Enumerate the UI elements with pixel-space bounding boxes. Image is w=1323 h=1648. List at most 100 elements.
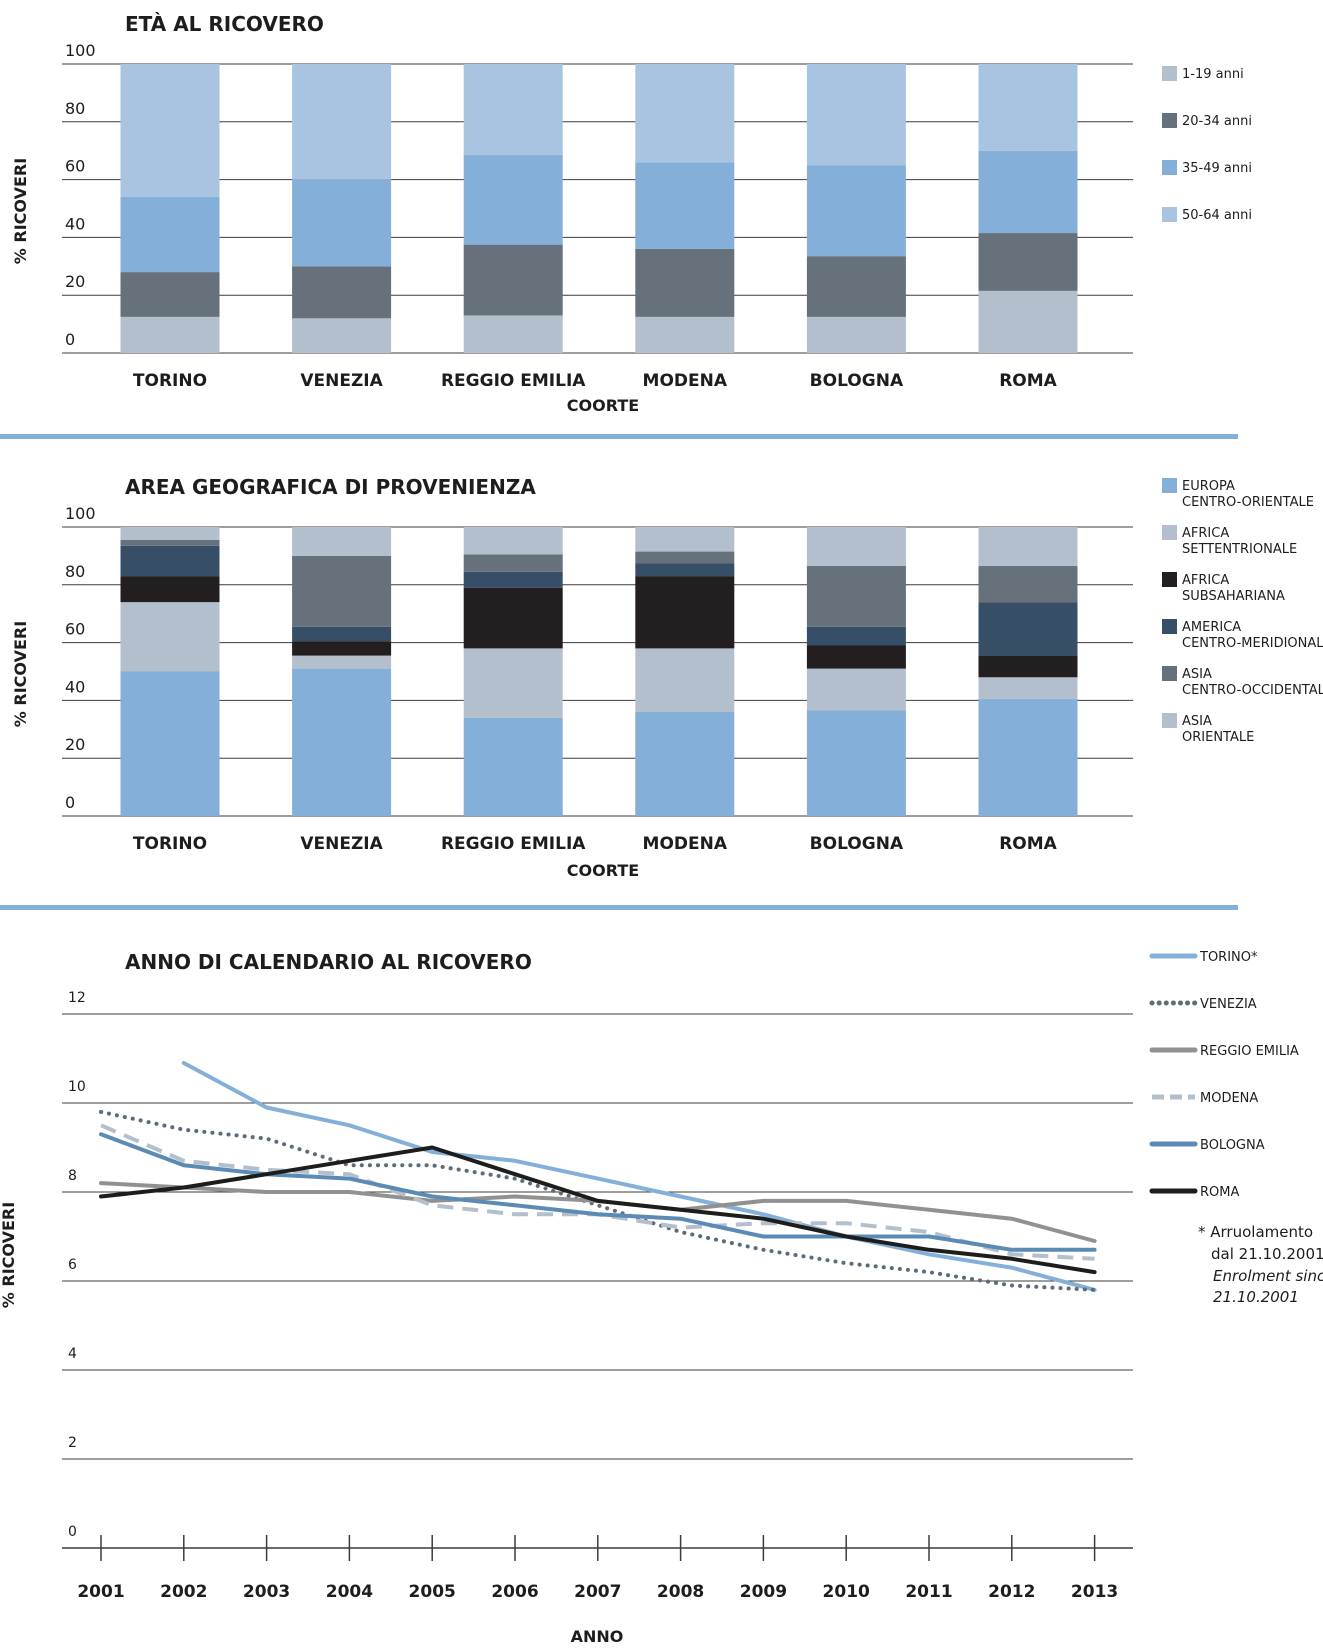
bar-segment [292, 555, 392, 627]
y-tick-label: 10 [68, 1079, 86, 1095]
age-chart-grid [62, 63, 1133, 354]
category-label: TORINO [133, 834, 207, 854]
y-tick-label: 2 [68, 1435, 77, 1451]
x-tick-label: 2013 [1071, 1582, 1118, 1602]
legend-label: CENTRO-OCCIDENTALE [1182, 683, 1323, 698]
y-tick-label: 6 [68, 1257, 77, 1273]
bar-segment [120, 527, 220, 541]
age-chart-bars [120, 64, 1078, 353]
year-chart-legend: TORINO* VENEZIA REGGIO EMILIA MODENA BOLOGNA… [1149, 950, 1299, 1200]
bar-segment [120, 64, 220, 197]
bar-segment [463, 648, 563, 718]
category-label: VENEZIA [300, 371, 383, 391]
bar-segment [120, 196, 220, 273]
bar-segment [292, 179, 392, 267]
x-tick-label: 2001 [77, 1582, 124, 1602]
y-tick-label: 100 [65, 41, 96, 60]
bar-segment [806, 626, 906, 646]
x-tick-label: 2010 [823, 1582, 870, 1602]
bar-segment [635, 563, 735, 577]
bar-segment [806, 566, 906, 627]
y-tick-label: 80 [65, 99, 85, 118]
x-tick-label: 2012 [988, 1582, 1035, 1602]
bar-segment [292, 64, 392, 180]
legend-swatch [1162, 525, 1177, 540]
legend-label: ROMA [1200, 1185, 1239, 1200]
bar-segment [292, 655, 392, 669]
x-tick-label: 2006 [491, 1582, 538, 1602]
series-line [99, 1145, 1097, 1275]
area-chart: AREA GEOGRAFICA DI PROVENIENZA % RICOVER… [11, 475, 1323, 880]
bar-segment [463, 571, 563, 588]
legend-swatch [1162, 666, 1177, 681]
age-chart-yticks: 0 20 40 60 80 100 [65, 41, 96, 349]
bar-segment [978, 655, 1078, 678]
legend-swatch [1162, 619, 1177, 634]
series-line [99, 1109, 1097, 1292]
x-tick-label: 2005 [409, 1582, 456, 1602]
bar-segment [806, 710, 906, 816]
y-tick-label: 100 [65, 504, 96, 523]
bar-segment [978, 527, 1078, 567]
legend-label: ASIA [1182, 714, 1212, 729]
bar-segment [120, 545, 220, 577]
age-chart-legend: 1-19 anni 20-34 anni 35-49 anni 50-64 anni [1162, 66, 1252, 223]
legend-swatch [1162, 478, 1177, 493]
y-tick-label: 40 [65, 677, 85, 696]
bar-segment [635, 551, 735, 564]
y-tick-label: 80 [65, 562, 85, 581]
age-chart-xlabel: COORTE [567, 396, 639, 415]
bar-segment [292, 527, 392, 556]
section-divider-2 [0, 905, 1238, 910]
area-chart-legend: EUROPACENTRO-ORIENTALEAFRICASETTENTRIONA… [1162, 478, 1323, 745]
series-line [181, 1061, 1097, 1292]
legend-label: SUBSAHARIANA [1182, 589, 1285, 604]
y-tick-label: 20 [65, 272, 85, 291]
year-chart-xaxis: 2001 2002 2003 2004 2005 2006 2007 2008 2009 2010… [62, 1535, 1133, 1602]
bar-segment [463, 64, 563, 156]
bar-segment [292, 668, 392, 816]
legend-swatch [1162, 113, 1177, 128]
bar-segment [463, 155, 563, 245]
bar-segment [806, 645, 906, 669]
year-chart-title: ANNO DI CALENDARIO AL RICOVERO [125, 950, 532, 974]
category-label: BOLOGNA [810, 834, 904, 854]
legend-label: EUROPA [1182, 479, 1235, 494]
bar-segment [978, 602, 1078, 656]
legend-label: MODENA [1200, 1091, 1258, 1106]
age-chart-ylabel: % RICOVERI [11, 158, 30, 264]
y-tick-label: 8 [68, 1168, 77, 1184]
bar-segment [120, 540, 220, 546]
age-chart: ETÀ AL RICOVERO % RICOVERI COORTE 0 20 40 6… [11, 12, 1252, 415]
bar-segment [978, 698, 1078, 816]
y-tick-label: 12 [68, 990, 86, 1006]
area-chart-grid [62, 526, 1133, 817]
bar-segment [635, 248, 735, 317]
legend-swatch [1162, 66, 1177, 81]
year-chart-grid [62, 1013, 1133, 1460]
bar-segment [806, 316, 906, 353]
category-label: MODENA [643, 834, 728, 854]
legend-swatch [1162, 160, 1177, 175]
year-chart: ANNO DI CALENDARIO AL RICOVERO % RICOVER… [0, 950, 1323, 1646]
y-tick-label: 0 [68, 1524, 77, 1540]
legend-label: ASIA [1182, 667, 1212, 682]
bar-segment [635, 648, 735, 712]
year-chart-xlabel: ANNO [571, 1627, 624, 1644]
legend-label: TORINO* [1199, 950, 1258, 965]
legend-label: ORIENTALE [1182, 730, 1254, 745]
bar-segment [635, 576, 735, 649]
category-label: VENEZIA [300, 834, 383, 854]
y-tick-label: 60 [65, 157, 85, 176]
legend-swatch [1162, 713, 1177, 728]
y-tick-label: 40 [65, 214, 85, 233]
x-tick-label: 2003 [243, 1582, 290, 1602]
legend-label: BOLOGNA [1200, 1138, 1265, 1153]
legend-label: 1-19 anni [1182, 67, 1244, 82]
legend-label: CENTRO-MERIDIONALE [1182, 636, 1323, 651]
x-tick-label: 2004 [326, 1582, 373, 1602]
bar-segment [463, 244, 563, 316]
bar-segment [635, 64, 735, 163]
area-chart-bars [120, 527, 1078, 816]
